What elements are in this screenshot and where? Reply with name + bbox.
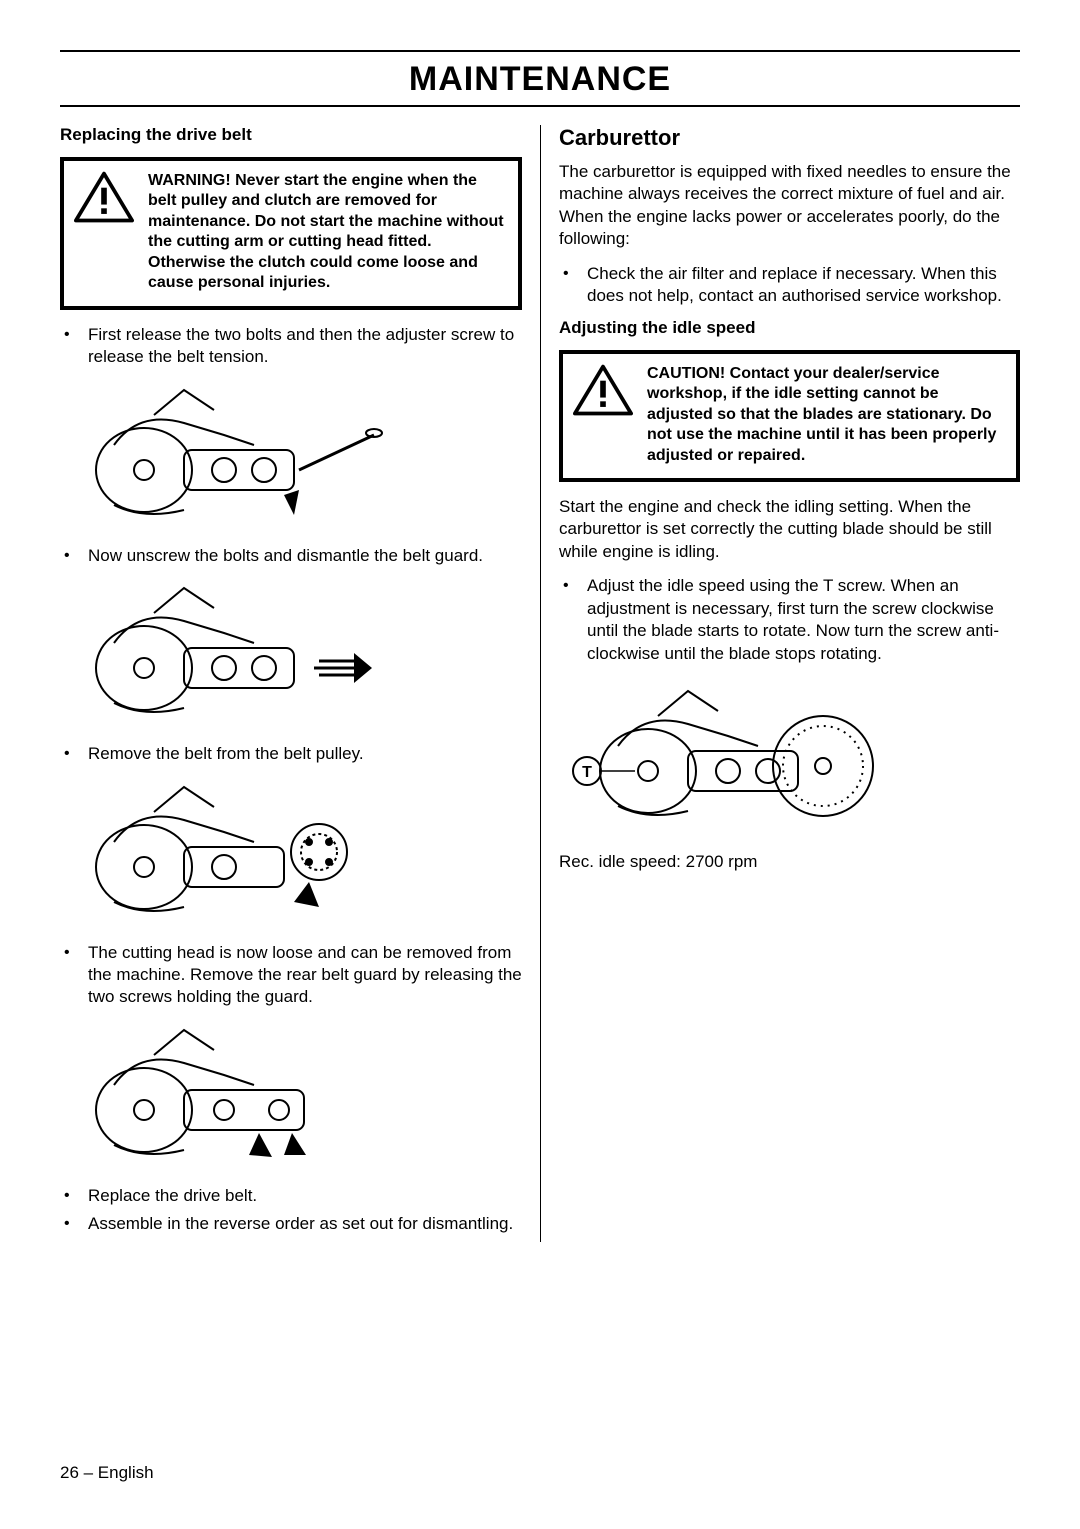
caution-text: CAUTION! Contact your dealer/service wor… xyxy=(647,364,1004,466)
page-footer: 26 – English xyxy=(60,1463,154,1483)
top-rule xyxy=(60,50,1020,52)
figure-2 xyxy=(84,573,522,733)
left-step-list-4: The cutting head is now loose and can be… xyxy=(60,942,522,1009)
left-step-list-5: Replace the drive belt. Assemble in the … xyxy=(60,1185,522,1236)
title-underline xyxy=(60,105,1020,107)
left-step-list-2: Now unscrew the bolts and dismantle the … xyxy=(60,545,522,567)
left-step-2: Now unscrew the bolts and dismantle the … xyxy=(84,545,522,567)
left-step-3: Remove the belt from the belt pulley. xyxy=(84,743,522,765)
figure-1 xyxy=(84,375,522,535)
left-step-list-3: Remove the belt from the belt pulley. xyxy=(60,743,522,765)
right-start-para: Start the engine and check the idling se… xyxy=(559,496,1020,563)
figure-idle: T xyxy=(563,671,1020,841)
caution-box: CAUTION! Contact your dealer/service wor… xyxy=(559,350,1020,482)
warning-icon xyxy=(74,171,134,230)
left-step-5: Replace the drive belt. xyxy=(84,1185,522,1207)
figure-3 xyxy=(84,772,522,932)
columns: Replacing the drive belt WARNING! Never … xyxy=(60,125,1020,1242)
right-adjust-bullet: Adjust the idle speed using the T screw.… xyxy=(583,575,1020,665)
right-heading: Carburettor xyxy=(559,125,1020,151)
right-check-list: Check the air filter and replace if nece… xyxy=(559,263,1020,308)
warning-box: WARNING! Never start the engine when the… xyxy=(60,157,522,310)
right-column: Carburettor The carburettor is equipped … xyxy=(540,125,1020,1242)
left-step-6: Assemble in the reverse order as set out… xyxy=(84,1213,522,1235)
right-adjust-list: Adjust the idle speed using the T screw.… xyxy=(559,575,1020,665)
idle-speed-text: Rec. idle speed: 2700 rpm xyxy=(559,851,1020,873)
page-title: MAINTENANCE xyxy=(60,60,1020,99)
page-root: MAINTENANCE Replacing the drive belt WAR… xyxy=(0,0,1080,1529)
left-step-1: First release the two bolts and then the… xyxy=(84,324,522,369)
right-intro: The carburettor is equipped with fixed n… xyxy=(559,161,1020,251)
t-screw-label: T xyxy=(582,764,592,781)
left-step-list: First release the two bolts and then the… xyxy=(60,324,522,369)
right-sub-heading: Adjusting the idle speed xyxy=(559,318,1020,338)
left-heading: Replacing the drive belt xyxy=(60,125,522,145)
warning-text: WARNING! Never start the engine when the… xyxy=(148,171,506,294)
right-check-bullet: Check the air filter and replace if nece… xyxy=(583,263,1020,308)
caution-icon xyxy=(573,364,633,423)
figure-4 xyxy=(84,1015,522,1175)
left-column: Replacing the drive belt WARNING! Never … xyxy=(60,125,540,1242)
left-step-4: The cutting head is now loose and can be… xyxy=(84,942,522,1009)
